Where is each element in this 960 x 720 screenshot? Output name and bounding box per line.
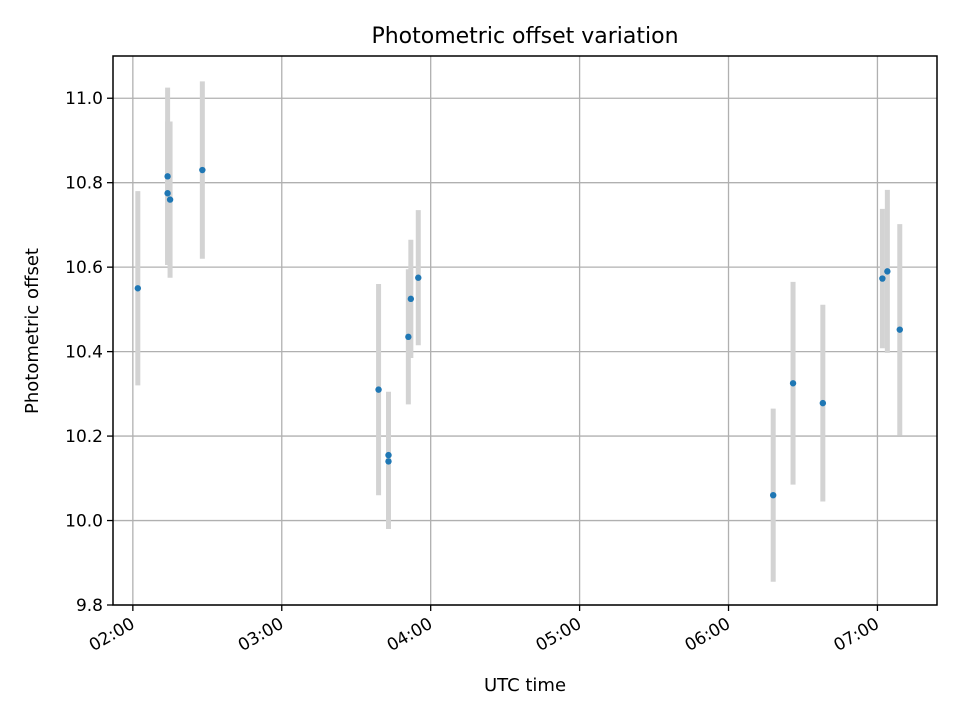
data-point xyxy=(879,275,886,282)
data-point xyxy=(385,458,392,465)
y-tick-label: 10.8 xyxy=(65,174,103,194)
data-points xyxy=(134,166,903,499)
data-point xyxy=(134,285,142,292)
data-point xyxy=(199,166,206,174)
y-tick-label: 10.2 xyxy=(65,427,103,447)
data-point xyxy=(407,295,415,303)
y-tick-label: 9.8 xyxy=(76,596,103,616)
y-axis-ticks: 9.8 10.0 10.2 10.4 10.6 10.8 11.0 xyxy=(65,89,113,616)
y-tick-label: 10.4 xyxy=(65,343,103,363)
data-point xyxy=(166,196,174,203)
y-axis-label: Photometric offset xyxy=(22,248,43,414)
data-point xyxy=(164,173,171,180)
chart-title: Photometric offset variation xyxy=(371,24,678,49)
data-point xyxy=(884,268,891,275)
data-point xyxy=(385,451,392,459)
data-point xyxy=(769,492,777,499)
y-tick-label: 11.0 xyxy=(65,89,103,109)
data-point xyxy=(375,386,382,393)
y-tick-label: 10.0 xyxy=(65,512,103,532)
data-point xyxy=(789,380,797,387)
data-point xyxy=(415,274,422,281)
data-point xyxy=(405,333,412,341)
data-point xyxy=(819,399,827,407)
grid-lines xyxy=(113,56,937,606)
x-axis-label: UTC time xyxy=(484,675,566,696)
plot-frame xyxy=(112,55,938,606)
y-tick-label: 10.6 xyxy=(65,258,103,278)
data-point xyxy=(896,326,903,333)
data-point xyxy=(164,190,171,197)
